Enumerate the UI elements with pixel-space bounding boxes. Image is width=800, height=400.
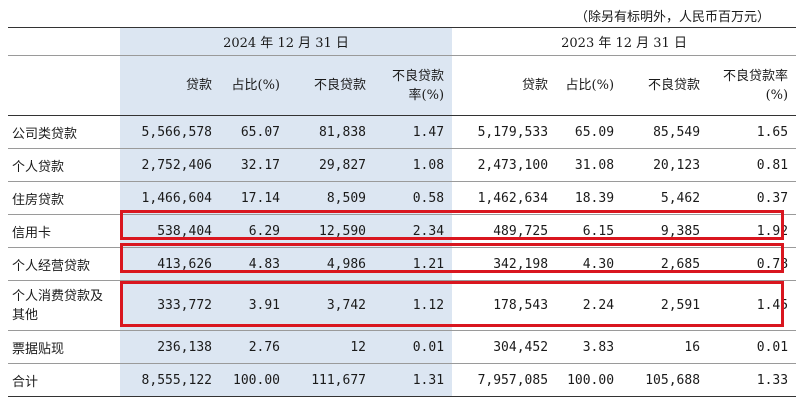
- period-2024: 2024 年 12 月 31 日: [120, 27, 453, 56]
- table-row: 票据贴现 236,138 2.76 12 0.01 304,452 3.83 1…: [8, 330, 797, 364]
- cell: 1,466,604: [120, 181, 220, 215]
- table-row: 信用卡 538,404 6.29 12,590 2.34 489,725 6.1…: [8, 214, 797, 248]
- col-loans-2024: 贷款: [120, 55, 220, 116]
- row-label: 住房贷款: [12, 192, 65, 208]
- cell: 178,543: [493, 298, 549, 313]
- cell: 100.00: [567, 372, 615, 388]
- period-header-row: 2024 年 12 月 31 日 2023 年 12 月 31 日: [8, 27, 797, 56]
- cell: 17.14: [220, 181, 288, 215]
- cell: 18.39: [574, 190, 615, 206]
- cell: 105,688: [645, 372, 701, 388]
- cell: 0.01: [756, 339, 789, 355]
- cell: 2,685: [660, 256, 701, 272]
- table-row: 住房贷款 1,466,604 17.14 8,509 0.58 1,462,63…: [8, 181, 797, 215]
- cell: 4.83: [220, 247, 288, 281]
- cell: 1.47: [374, 115, 453, 149]
- cell: 100.00: [220, 363, 288, 397]
- cell: 1.92: [756, 223, 789, 239]
- row-label: 信用卡: [12, 225, 52, 241]
- cell: 32.17: [220, 148, 288, 182]
- cell: 85,549: [653, 124, 701, 140]
- cell: 0.81: [756, 157, 789, 173]
- cell: 0.01: [374, 330, 453, 364]
- cell: 2,752,406: [120, 148, 220, 182]
- col-share-2023: 占比(%): [565, 78, 615, 93]
- cell: 65.09: [574, 124, 615, 140]
- cell: 413,626: [120, 247, 220, 281]
- cell: 489,725: [493, 223, 549, 239]
- cell: 29,827: [288, 148, 374, 182]
- cell: 16: [684, 339, 701, 355]
- col-npl-ratio-2024: 不良贷款率(%): [374, 55, 453, 116]
- cell: 7,957,085: [477, 372, 549, 388]
- cell: 3.83: [582, 339, 615, 355]
- cell: 1,462,634: [477, 190, 549, 206]
- table-row: 个人消费贷款及其他 333,772 3.91 3,742 1.12 178,54…: [8, 280, 797, 331]
- cell: 12: [288, 330, 374, 364]
- cell: 0.37: [756, 190, 789, 206]
- header-blank-2: [8, 56, 120, 116]
- cell: 1.45: [756, 298, 789, 313]
- cell: 6.15: [582, 223, 615, 239]
- cell: 1.12: [374, 280, 453, 331]
- cell: 5,566,578: [120, 115, 220, 149]
- cell: 333,772: [120, 280, 220, 331]
- cell: 538,404: [120, 214, 220, 248]
- cell: 1.31: [374, 363, 453, 397]
- col-npl-2023: 不良贷款: [648, 78, 701, 93]
- cell: 1.33: [756, 372, 789, 388]
- cell: 0.58: [374, 181, 453, 215]
- cell: 0.78: [756, 256, 789, 272]
- table-row: 公司类贷款 5,566,578 65.07 81,838 1.47 5,179,…: [8, 115, 797, 149]
- cell: 8,509: [288, 181, 374, 215]
- row-label: 公司类贷款: [12, 126, 78, 142]
- cell: 5,462: [660, 190, 701, 206]
- cell: 111,677: [288, 363, 374, 397]
- cell: 1.08: [374, 148, 453, 182]
- unit-note: （除另有标明外，人民币百万元）: [574, 10, 770, 25]
- cell: 12,590: [288, 214, 374, 248]
- cell: 3.91: [220, 280, 288, 331]
- loan-quality-table: 2024 年 12 月 31 日 2023 年 12 月 31 日 贷款 占比(…: [8, 27, 797, 397]
- cell: 2,473,100: [477, 157, 549, 173]
- row-label: 个人经营贷款: [12, 258, 91, 274]
- cell: 9,385: [660, 223, 701, 239]
- col-npl-ratio-2023: 不良贷款率(%): [723, 68, 789, 103]
- period-2023: 2023 年 12 月 31 日: [452, 27, 797, 56]
- cell: 81,838: [288, 115, 374, 149]
- cell: 5,179,533: [477, 124, 549, 140]
- cell: 1.21: [374, 247, 453, 281]
- cell: 31.08: [574, 157, 615, 173]
- row-label: 个人消费贷款及其他: [12, 288, 104, 323]
- cell: 8,555,122: [120, 363, 220, 397]
- cell: 65.07: [220, 115, 288, 149]
- table-row: 个人经营贷款 413,626 4.83 4,986 1.21 342,198 4…: [8, 247, 797, 281]
- cell: 342,198: [493, 256, 549, 272]
- cell: 2.76: [220, 330, 288, 364]
- cell: 2.24: [582, 298, 615, 313]
- table-row-total: 合计 8,555,122 100.00 111,677 1.31 7,957,0…: [8, 363, 797, 397]
- col-npl-2024: 不良贷款: [288, 55, 374, 116]
- column-header-row: 贷款 占比(%) 不良贷款 不良贷款率(%) 贷款 占比(%) 不良贷款 不良贷…: [8, 55, 797, 116]
- col-loans-2023: 贷款: [522, 78, 549, 93]
- row-label: 个人贷款: [12, 159, 65, 175]
- row-label: 票据贴现: [12, 341, 65, 357]
- row-label: 合计: [12, 374, 39, 390]
- cell: 20,123: [653, 157, 701, 173]
- header-blank: [8, 27, 120, 56]
- cell: 2.34: [374, 214, 453, 248]
- cell: 1.65: [756, 124, 789, 140]
- cell: 4.30: [582, 256, 615, 272]
- cell: 236,138: [120, 330, 220, 364]
- cell: 2,591: [660, 298, 701, 313]
- cell: 3,742: [288, 280, 374, 331]
- cell: 6.29: [220, 214, 288, 248]
- table-row: 个人贷款 2,752,406 32.17 29,827 1.08 2,473,1…: [8, 148, 797, 182]
- cell: 4,986: [288, 247, 374, 281]
- col-share-2024: 占比(%): [220, 55, 288, 116]
- cell: 304,452: [493, 339, 549, 355]
